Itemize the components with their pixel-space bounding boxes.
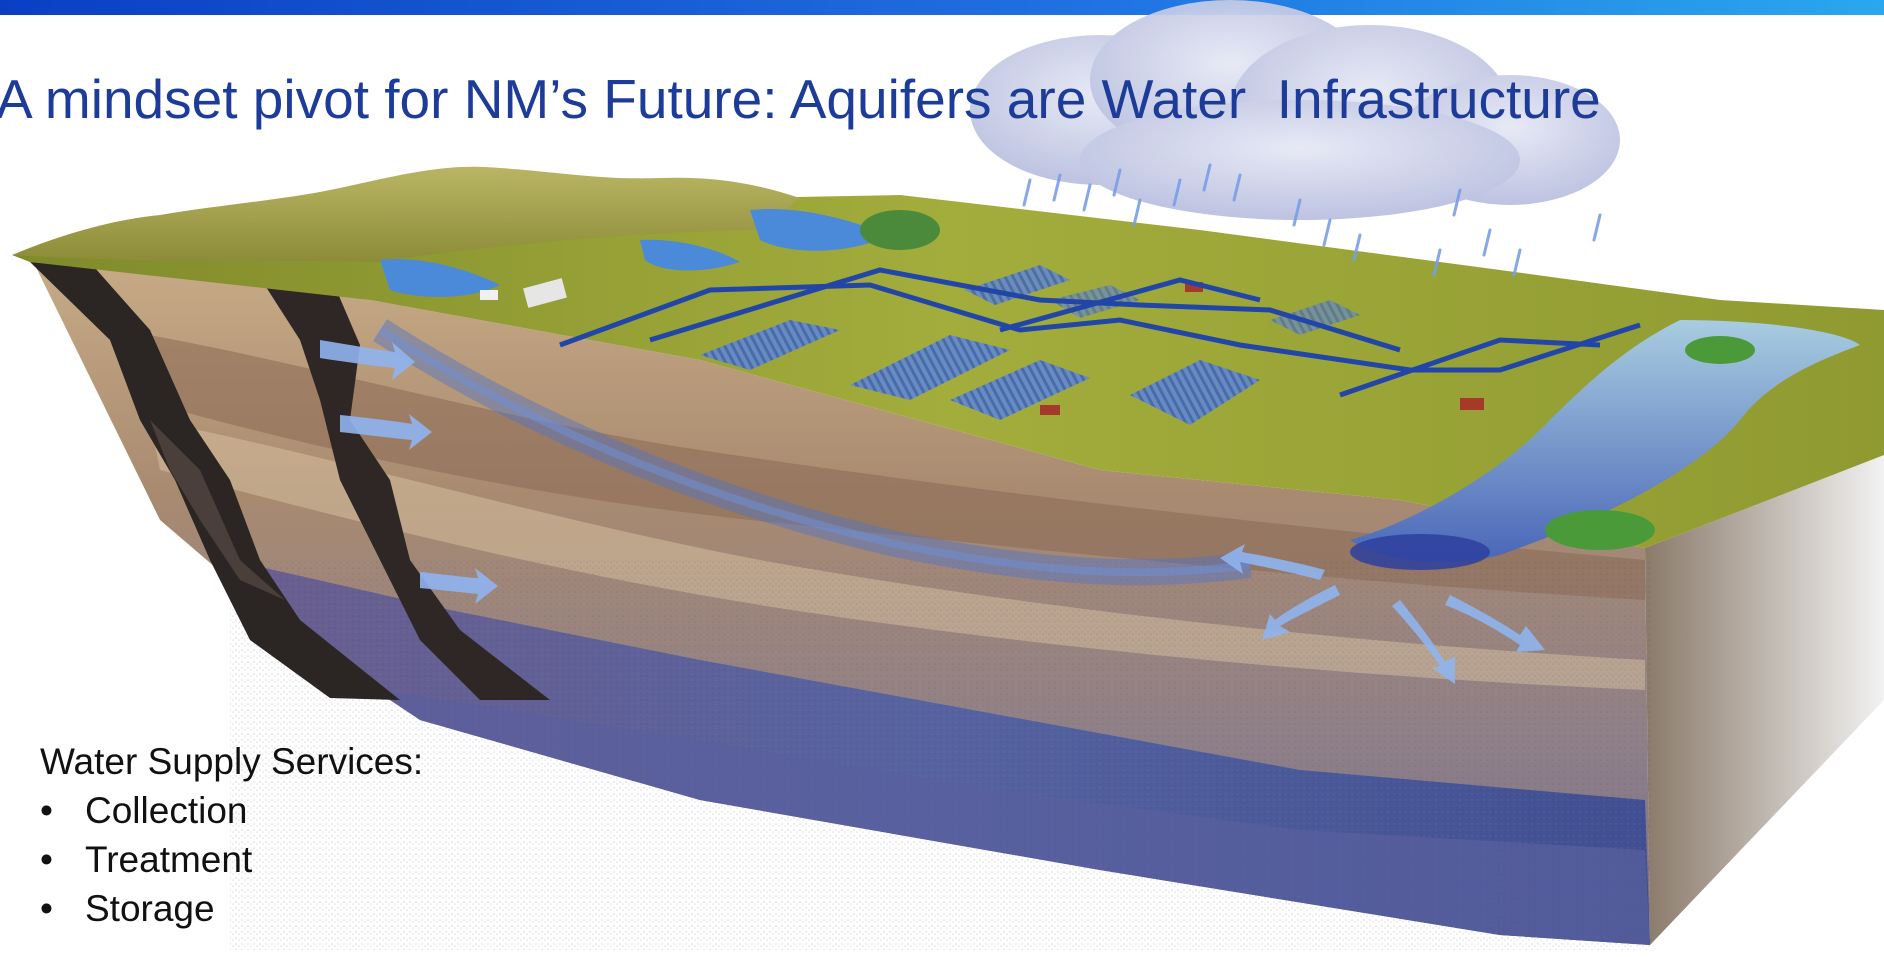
flow-arrows [320, 340, 1545, 684]
building [523, 278, 567, 308]
accent-bar [0, 0, 1884, 15]
list-item: • Collection [40, 786, 423, 835]
cliff-rock [250, 262, 550, 700]
bullet: • [40, 790, 53, 831]
field [965, 265, 1070, 305]
service-storage: Storage [85, 888, 215, 929]
list-item: • Storage [40, 884, 423, 933]
field [700, 320, 840, 370]
bullet: • [40, 839, 53, 880]
services-list: • Collection • Treatment • Storage [40, 786, 423, 933]
hills [12, 166, 800, 262]
field [850, 335, 1010, 400]
rain [1022, 163, 1602, 277]
service-collection: Collection [85, 790, 248, 831]
slide-title: A mindset pivot for NM’s Future: Aquifer… [0, 68, 1601, 130]
pipelines [559, 267, 1641, 398]
field [950, 360, 1090, 420]
bullet: • [40, 888, 53, 929]
block-side-wall [1645, 455, 1884, 945]
rain-cloud [970, 0, 1620, 220]
clay-band [120, 330, 1645, 600]
list-item: • Treatment [40, 835, 423, 884]
lake [380, 259, 500, 297]
cliff-rock [30, 262, 400, 700]
service-treatment: Treatment [85, 839, 253, 880]
water-supply-services: Water Supply Services: • Collection • Trea… [40, 737, 423, 933]
tree-cluster [860, 210, 940, 250]
services-heading: Water Supply Services: [40, 741, 424, 782]
lower-aquifer-layer [380, 690, 1650, 945]
lake [750, 209, 890, 251]
field [1130, 360, 1260, 425]
river [1350, 320, 1860, 563]
